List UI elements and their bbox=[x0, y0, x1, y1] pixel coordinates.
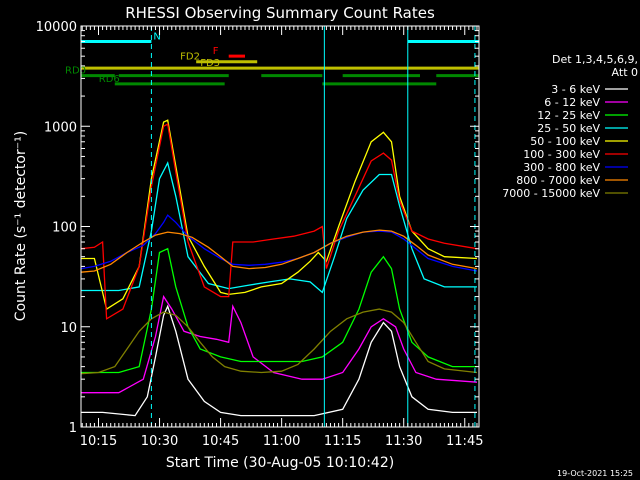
series-line-100-300-kev bbox=[80, 123, 478, 320]
plot-timestamp: 19-Oct-2021 15:25 bbox=[557, 469, 633, 478]
series-line-6-12-kev bbox=[81, 294, 478, 394]
legend-header: Att 0 bbox=[612, 66, 638, 79]
y-tick-label: 10000 bbox=[36, 20, 77, 35]
segment-label-n: N bbox=[153, 32, 160, 43]
series-line-800-7000-kev bbox=[80, 229, 478, 273]
legend-label-25-50-kev: 25 - 50 keV bbox=[537, 122, 600, 135]
series-line-3-6-kev bbox=[81, 304, 477, 417]
y-tick-label: 1000 bbox=[44, 120, 77, 135]
y-tick-label: 1 bbox=[69, 421, 77, 436]
x-tick-label: 10:45 bbox=[202, 434, 239, 449]
x-axis-label: Start Time (30-Aug-05 10:10:42) bbox=[166, 455, 394, 471]
legend-label-6-12-kev: 6 - 12 keV bbox=[544, 96, 600, 109]
x-tick-label: 11:45 bbox=[446, 434, 483, 449]
segment-label-fd2: FD2 bbox=[180, 52, 200, 63]
chart-title: RHESSI Observing Summary Count Rates bbox=[125, 4, 435, 22]
legend-label-3-6-kev: 3 - 6 keV bbox=[551, 83, 600, 96]
y-tick-label: 10 bbox=[60, 321, 77, 336]
segment-label-rd6: RD6 bbox=[99, 74, 120, 85]
series-line-25-50-kev bbox=[81, 161, 477, 294]
series-line-50-100-kev bbox=[81, 119, 478, 311]
legend-label-50-100-kev: 50 - 100 keV bbox=[530, 135, 600, 148]
legend-header: Det 1,3,4,5,6,9, bbox=[552, 53, 638, 66]
y-tick-label: 100 bbox=[52, 221, 77, 236]
plot-frame bbox=[80, 25, 480, 428]
legend-label-100-300-kev: 100 - 300 keV bbox=[523, 148, 600, 161]
series-line-12-25-kev bbox=[81, 247, 477, 374]
legend-label-7000-15000-kev: 7000 - 15000 keV bbox=[502, 187, 600, 200]
legend-label-300-800-kev: 300 - 800 keV bbox=[523, 161, 600, 174]
x-tick-label: 11:15 bbox=[324, 434, 361, 449]
x-tick-label: 10:30 bbox=[141, 434, 178, 449]
segment-label-fd3: FD3 bbox=[200, 58, 220, 69]
segment-label-rd0: RD0 bbox=[65, 66, 86, 77]
x-tick-label: 10:15 bbox=[80, 434, 117, 449]
legend-label-800-7000-kev: 800 - 7000 keV bbox=[516, 174, 600, 187]
legend-label-12-25-kev: 12 - 25 keV bbox=[537, 109, 600, 122]
y-axis-label: Count Rate (s⁻¹ detector⁻¹) bbox=[13, 131, 29, 321]
series-line-7000-15000-kev bbox=[80, 308, 478, 375]
segment-label-f: F bbox=[213, 46, 219, 57]
x-tick-label: 11:00 bbox=[263, 434, 300, 449]
series-line-300-800-kev bbox=[80, 214, 478, 272]
x-tick-label: 11:30 bbox=[385, 434, 422, 449]
